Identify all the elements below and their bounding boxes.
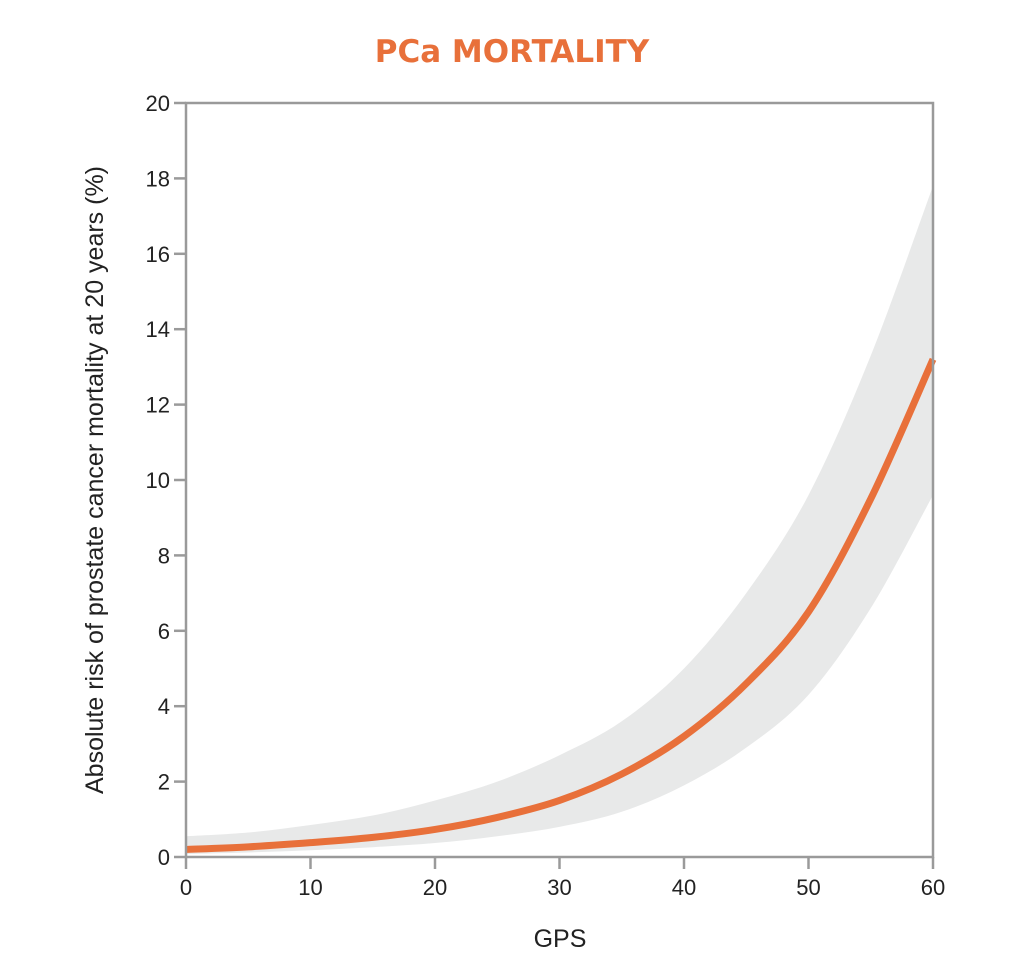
y-tick-label: 20 — [146, 91, 170, 116]
y-tick-label: 16 — [146, 242, 170, 267]
x-tick-label: 50 — [796, 875, 820, 900]
y-tick-label: 18 — [146, 166, 170, 191]
y-tick-label: 12 — [146, 393, 170, 418]
y-tick-label: 8 — [158, 543, 170, 568]
y-axis-title: Absolute risk of prostate cancer mortali… — [81, 166, 109, 794]
x-tick-label: 20 — [423, 875, 447, 900]
series-line-layer — [185, 357, 937, 853]
x-tick-label: 30 — [547, 875, 571, 900]
tick-labels: 0 2 4 6 8 10 12 14 16 18 20 0 10 20 30 40 50 60 — [146, 91, 946, 900]
x-tick-label: 40 — [672, 875, 696, 900]
y-tick-label: 2 — [158, 770, 170, 795]
y-tick-label: 4 — [158, 694, 170, 719]
x-tick-label: 10 — [298, 875, 322, 900]
chart-title: PCa MORTALITY — [375, 34, 650, 70]
x-tick-label: 60 — [921, 875, 945, 900]
confidence-band-layer — [186, 185, 933, 854]
y-tick-label: 10 — [146, 468, 170, 493]
y-tick-label: 6 — [158, 619, 170, 644]
x-axis-title: GPS — [534, 925, 587, 953]
confidence-band — [186, 185, 933, 854]
x-tick-label: 0 — [180, 875, 192, 900]
axes — [174, 101, 935, 869]
y-tick-label: 14 — [146, 317, 170, 342]
series-line — [185, 357, 937, 853]
y-tick-label: 0 — [158, 845, 170, 870]
